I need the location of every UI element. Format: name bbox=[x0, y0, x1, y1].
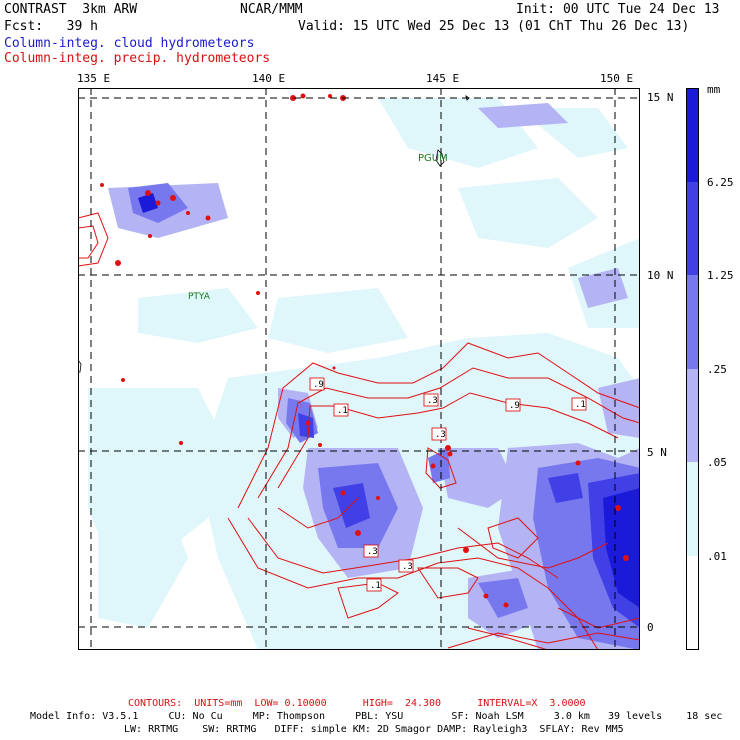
contour-label: .3 bbox=[435, 430, 446, 440]
colorbar-unit: mm bbox=[707, 83, 721, 96]
contour-label: .9 bbox=[313, 380, 324, 390]
contour-label: .1 bbox=[337, 406, 348, 416]
colorbar-segment bbox=[686, 462, 699, 556]
colorbar bbox=[686, 88, 699, 650]
forecast-hour: Fcst: 39 h bbox=[4, 19, 98, 34]
colorbar-segment bbox=[686, 182, 699, 275]
colorbar-level: 6.25 bbox=[707, 176, 734, 189]
place-label-palau: PTYA bbox=[188, 292, 211, 302]
model-title: CONTRAST 3km ARW bbox=[4, 2, 138, 17]
cloud-field-deepest bbox=[138, 193, 640, 608]
colorbar-level: .25 bbox=[707, 363, 727, 376]
latlon-grid bbox=[78, 88, 640, 650]
map-frame bbox=[78, 88, 640, 650]
contour-label: .1 bbox=[370, 581, 381, 591]
lat-label-5n: 5 N bbox=[647, 446, 667, 459]
legend-precip: Column-integ. precip. hydrometeors bbox=[4, 51, 271, 66]
contour-label: .3 bbox=[402, 562, 413, 572]
legend-cloud: Column-integ. cloud hydrometeors bbox=[4, 36, 255, 51]
contour-label: .3 bbox=[427, 396, 438, 406]
contour-info: CONTOURS: UNITS=mm LOW= 0.10000 HIGH= 24… bbox=[128, 698, 586, 709]
init-time: Init: 00 UTC Tue 24 Dec 13 bbox=[516, 2, 720, 17]
valid-time: Valid: 15 UTC Wed 25 Dec 13 (01 ChT Thu … bbox=[298, 19, 690, 34]
lat-label-15n: 15 N bbox=[647, 91, 674, 104]
lon-label-135: 135 E bbox=[77, 72, 111, 85]
colorbar-segment bbox=[686, 275, 699, 369]
colorbar-segment bbox=[686, 556, 699, 650]
contour-label-group: .9 .1 .3 .3 .9 .1 .3 .1 .3 bbox=[309, 377, 587, 592]
lat-label-10n: 10 N bbox=[647, 269, 674, 282]
lon-label-150: 150 E bbox=[600, 72, 634, 85]
precip-cells bbox=[100, 93, 629, 608]
org-label: NCAR/MMM bbox=[240, 2, 303, 17]
model-info-physics: LW: RRTMG SW: RRTMG DIFF: simple KM: 2D … bbox=[124, 724, 624, 735]
colorbar-level: .01 bbox=[707, 550, 727, 563]
colorbar-level: 1.25 bbox=[707, 269, 734, 282]
contour-label: .9 bbox=[509, 401, 520, 411]
lat-label-eq: 0 bbox=[647, 621, 654, 634]
colorbar-level: .05 bbox=[707, 456, 727, 469]
place-label-guam: PGUM bbox=[418, 153, 448, 164]
lon-label-145: 145 E bbox=[426, 72, 460, 85]
colorbar-segment bbox=[686, 369, 699, 462]
model-info: Model Info: V3.5.1 CU: No Cu MP: Thompso… bbox=[30, 711, 723, 722]
lon-label-140: 140 E bbox=[252, 72, 286, 85]
colorbar-segment bbox=[686, 88, 699, 182]
hydrometeor-map: .9 .1 .3 .3 .9 .1 .3 .1 .3 PGUM PTYA bbox=[78, 88, 640, 650]
contour-label: .3 bbox=[367, 547, 378, 557]
contour-label: .1 bbox=[575, 400, 586, 410]
precip-contours bbox=[78, 212, 640, 650]
